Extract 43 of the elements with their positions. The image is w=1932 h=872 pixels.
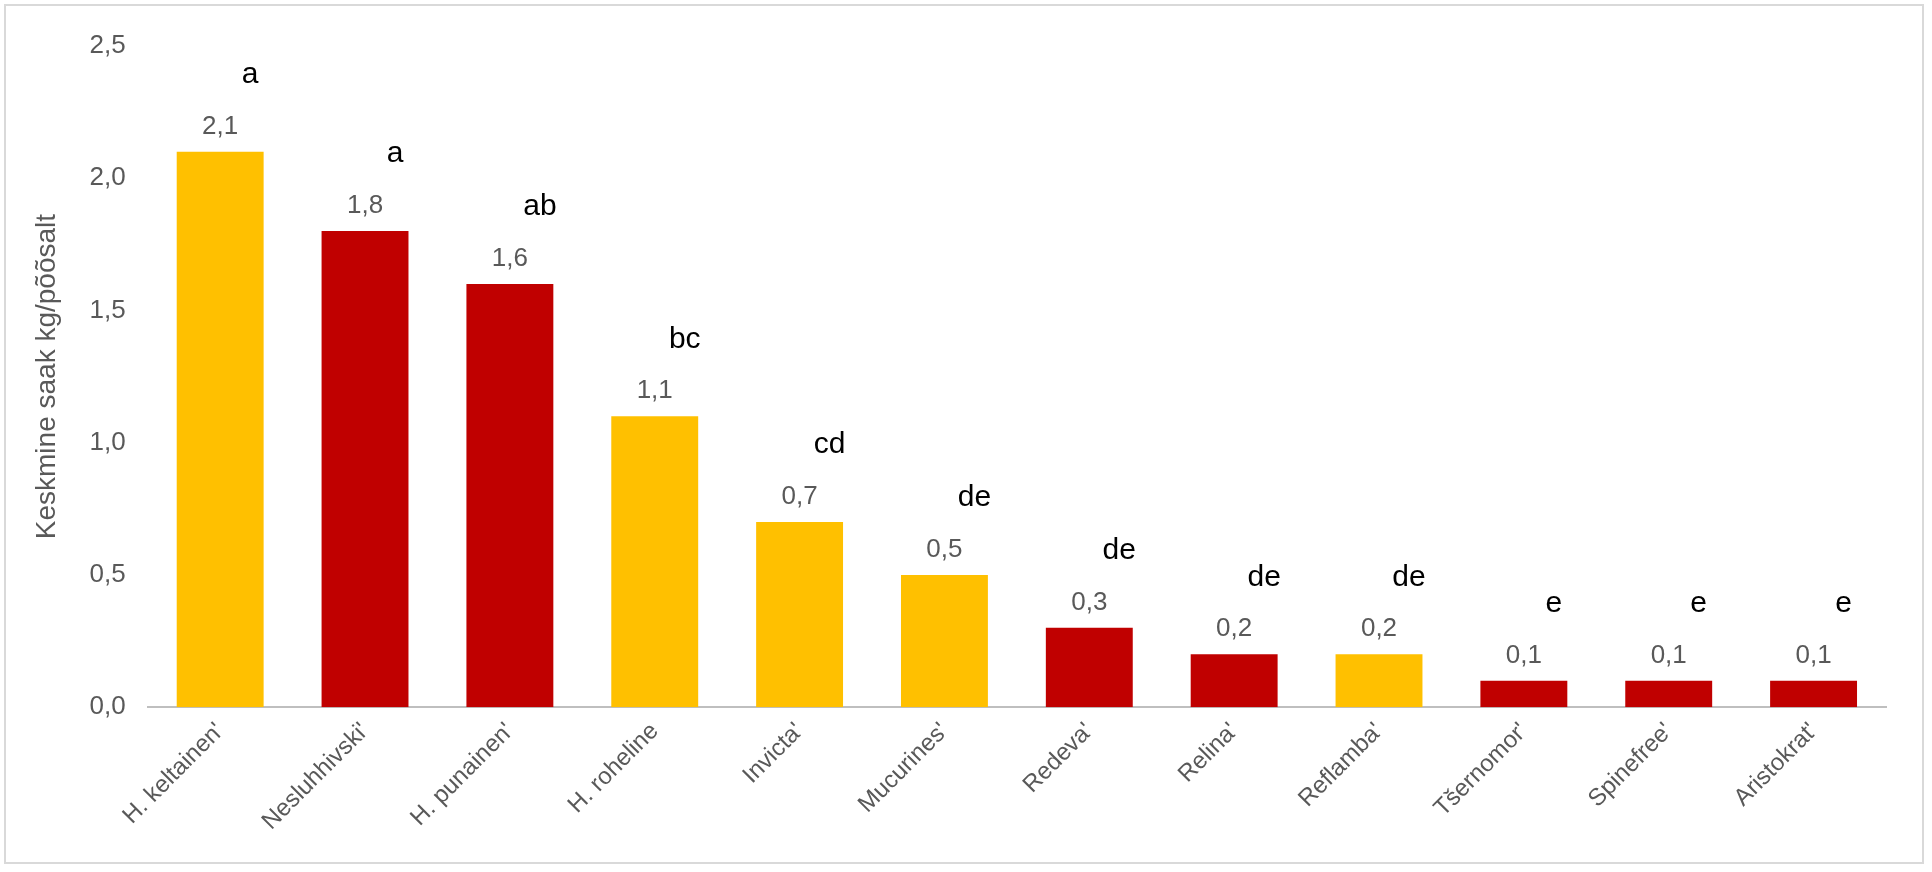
annotation: de: [1102, 532, 1136, 566]
bar: [176, 151, 264, 708]
bar: [1770, 680, 1858, 708]
bar: [466, 284, 554, 708]
annotation: e: [1545, 584, 1563, 618]
annotation: bc: [668, 320, 701, 354]
data-label: 0,7: [781, 480, 818, 511]
y-tick-label: 2,5: [89, 29, 126, 60]
bar: [1335, 654, 1423, 708]
y-tick-label: 1,0: [89, 425, 126, 456]
annotation: e: [1835, 584, 1852, 618]
bar: [1045, 627, 1133, 708]
bar: [1190, 654, 1278, 708]
annotation: cd: [813, 426, 846, 460]
annotation: ab: [523, 188, 557, 222]
data-label: 0,2: [1360, 612, 1398, 643]
y-tick-label: 0,5: [89, 558, 126, 589]
annotation: de: [1247, 558, 1281, 592]
annotation: a: [386, 135, 404, 169]
data-label: 1,1: [636, 374, 673, 405]
annotation: de: [957, 479, 992, 513]
data-label: 0,3: [1071, 585, 1108, 616]
data-label: 0,1: [1505, 638, 1542, 669]
data-label: 0,5: [926, 533, 963, 564]
data-label: 0,1: [1795, 638, 1832, 669]
y-tick-label: 2,0: [89, 161, 126, 192]
annotation: a: [241, 56, 259, 90]
annotation: e: [1690, 584, 1708, 618]
y-tick-label: 0,0: [89, 690, 126, 721]
bar: [1480, 680, 1568, 708]
bar: [1625, 680, 1713, 708]
bar: [611, 416, 699, 708]
data-label: 2,1: [202, 109, 239, 140]
bar: [900, 574, 988, 708]
annotation: de: [1392, 558, 1426, 592]
data-label: 1,6: [491, 242, 528, 273]
bar: [321, 231, 409, 708]
y-tick-label: 1,5: [89, 293, 126, 324]
data-label: 0,1: [1650, 638, 1687, 669]
data-label: 0,2: [1216, 612, 1253, 643]
data-label: 1,8: [346, 189, 384, 220]
bar: [756, 522, 844, 708]
y-axis-title: Keskmine saak kg/põõsalt: [29, 213, 61, 540]
